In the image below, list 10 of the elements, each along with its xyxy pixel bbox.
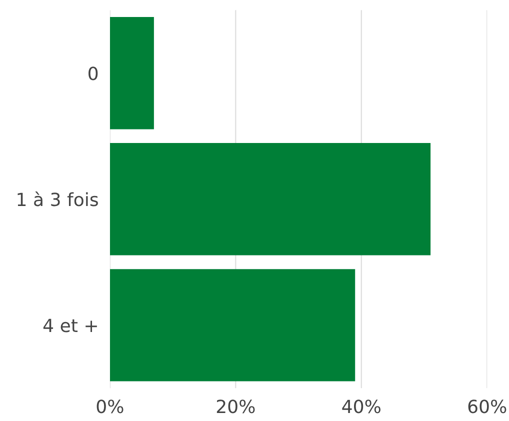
y-tick-label: 1 à 3 fois [18, 192, 98, 206]
bar [110, 269, 356, 382]
bar [110, 17, 154, 130]
x-tick-label: 40% [342, 400, 380, 414]
y-tick-label: 0 [88, 66, 98, 80]
bar [110, 143, 431, 256]
y-tick-label: 4 et + [43, 318, 97, 332]
x-tick-label: 60% [468, 400, 506, 414]
x-tick-label: 0% [96, 400, 124, 414]
x-tick-label: 20% [216, 400, 255, 414]
